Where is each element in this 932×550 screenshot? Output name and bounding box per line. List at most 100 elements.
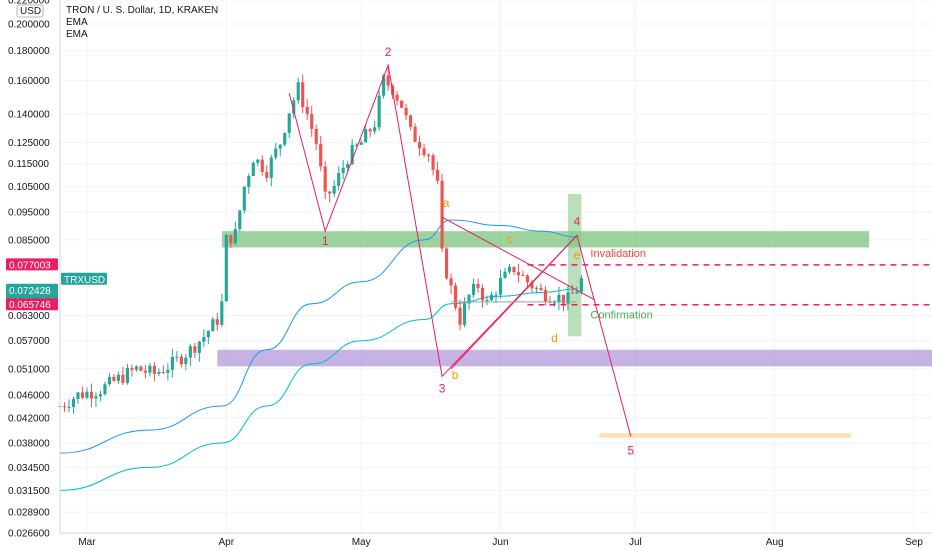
candle-body bbox=[107, 376, 112, 385]
candle-body bbox=[161, 372, 165, 374]
candle-body bbox=[382, 75, 386, 96]
ema-lines bbox=[59, 219, 577, 491]
candle-body bbox=[543, 290, 548, 302]
candle-body bbox=[247, 175, 251, 187]
candle-body bbox=[489, 294, 494, 301]
candle-body bbox=[575, 291, 579, 294]
y-tick-label: 0.051000 bbox=[8, 364, 50, 375]
candle-body bbox=[346, 164, 350, 168]
candle-body bbox=[444, 248, 449, 279]
price-tag-label: 0.072428 bbox=[9, 286, 51, 297]
candle-body bbox=[103, 384, 107, 395]
candle-body bbox=[116, 374, 121, 381]
candle-body bbox=[516, 272, 521, 276]
candle-body bbox=[453, 285, 458, 308]
ema-line-2 bbox=[59, 288, 577, 491]
candle-body bbox=[188, 346, 192, 358]
y-tick-label: 0.160000 bbox=[8, 76, 50, 87]
candle-body bbox=[530, 282, 534, 289]
y-tick-label: 0.140000 bbox=[8, 110, 50, 121]
annotations: Invalidation Confirmation 1 2 3 4 5 a b c d e bbox=[288, 45, 932, 457]
x-tick-label: Sep bbox=[905, 537, 923, 548]
wave-label-3: 3 bbox=[439, 381, 446, 395]
candle-body bbox=[130, 368, 134, 370]
y-tick-label: 0.057000 bbox=[8, 336, 50, 347]
candle-body bbox=[350, 144, 354, 165]
candle-body bbox=[143, 370, 147, 373]
candle-body bbox=[337, 173, 341, 186]
candle-body bbox=[494, 294, 498, 296]
price-tag-label: 0.065746 bbox=[9, 300, 51, 311]
candle-body bbox=[395, 94, 399, 101]
candle-body bbox=[170, 356, 174, 370]
candle-body bbox=[112, 376, 116, 381]
candle-body bbox=[305, 107, 309, 115]
candle-body bbox=[485, 300, 489, 302]
candle-body bbox=[409, 115, 413, 127]
wave-label-2: 2 bbox=[385, 45, 392, 59]
candle-body bbox=[166, 369, 170, 373]
y-tick-label: 0.034500 bbox=[8, 463, 50, 474]
candle-body bbox=[85, 391, 89, 398]
candle-body bbox=[152, 365, 156, 374]
candle-body bbox=[570, 292, 574, 294]
candle-body bbox=[67, 406, 71, 408]
candles bbox=[58, 67, 583, 414]
candle-body bbox=[89, 391, 94, 399]
axes: 0.220000 0.200000 0.180000 0.160000 0.140000… bbox=[8, 0, 932, 548]
candle-body bbox=[418, 141, 422, 149]
candle-body bbox=[260, 159, 264, 172]
y-tick-label: 0.085000 bbox=[8, 235, 50, 246]
candle-body bbox=[503, 271, 507, 278]
candle-body bbox=[462, 303, 467, 325]
candle-body bbox=[134, 366, 138, 370]
abcde-label-c: c bbox=[506, 232, 512, 246]
candle-body bbox=[377, 95, 381, 128]
candle-body bbox=[296, 82, 300, 101]
candle-body bbox=[179, 356, 183, 365]
candle-body bbox=[238, 210, 242, 230]
candle-body bbox=[175, 356, 179, 358]
candle-body bbox=[139, 366, 143, 371]
abcde-label-d: d bbox=[551, 331, 558, 345]
candle-body bbox=[368, 129, 372, 132]
y-tick-label: 0.031500 bbox=[8, 486, 50, 497]
candle-body bbox=[256, 159, 260, 163]
candle-body bbox=[233, 229, 237, 244]
ema-line-1 bbox=[59, 219, 577, 454]
abcde-label-b: b bbox=[452, 368, 459, 382]
candle-body bbox=[386, 75, 390, 86]
candle-body bbox=[364, 129, 368, 143]
candle-body bbox=[148, 365, 152, 373]
abcde-label-e: e bbox=[574, 248, 581, 262]
candle-body bbox=[202, 337, 206, 342]
abcde-label-a: a bbox=[443, 196, 450, 210]
candle-body bbox=[400, 100, 404, 108]
zones bbox=[217, 193, 932, 438]
price-tag-label: TRXUSD bbox=[64, 275, 105, 286]
candle-body bbox=[220, 301, 224, 325]
y-tick-label: 0.125000 bbox=[8, 138, 50, 149]
wave-label-1: 1 bbox=[322, 234, 329, 248]
candle-body bbox=[332, 185, 336, 194]
candle-body bbox=[314, 128, 318, 144]
indicator-ema-2: EMA bbox=[66, 29, 88, 40]
chart-legend: TRON / U. S. Dollar, 1D, KRAKEN EMA EMA bbox=[66, 5, 218, 41]
candle-body bbox=[287, 113, 291, 133]
y-tick-label: 0.180000 bbox=[8, 46, 50, 57]
candle-body bbox=[341, 167, 345, 174]
indicator-ema-1: EMA bbox=[66, 17, 88, 28]
candle-body bbox=[534, 287, 539, 289]
candle-body bbox=[431, 155, 435, 170]
candle-body bbox=[62, 406, 67, 408]
candle-body bbox=[427, 155, 431, 157]
candle-body bbox=[521, 275, 525, 277]
currency-box bbox=[16, 4, 44, 18]
candle-body bbox=[265, 171, 269, 178]
price-tag-label: 0.077003 bbox=[9, 260, 51, 271]
candle-body bbox=[319, 143, 323, 167]
x-tick-label: Aug bbox=[766, 537, 784, 548]
candle-body bbox=[525, 275, 530, 283]
